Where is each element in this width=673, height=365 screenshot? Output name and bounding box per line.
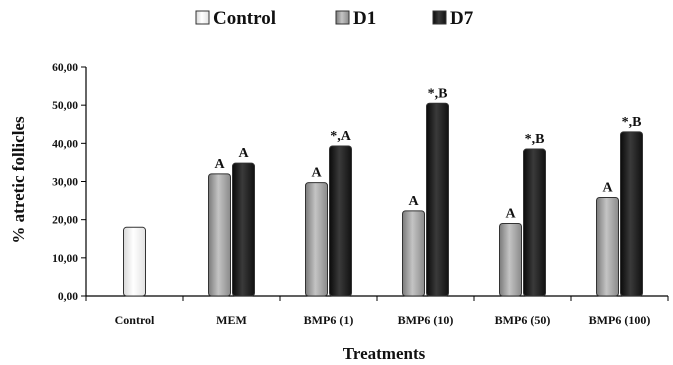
bar-d1 bbox=[402, 210, 425, 297]
x-axis-title: Treatments bbox=[343, 344, 426, 363]
data-label: A bbox=[602, 181, 613, 196]
bar-d7 bbox=[620, 131, 643, 297]
y-tick-label: 50,00 bbox=[52, 100, 78, 112]
legend-label: Control bbox=[213, 8, 276, 29]
x-axis: Control MEM BMP6 (1) BMP6 (10) BMP6 (50) BMP6… bbox=[85, 295, 669, 327]
bar-d7 bbox=[523, 148, 546, 297]
data-label: A bbox=[505, 206, 516, 221]
bar-d7 bbox=[329, 145, 352, 297]
bar-d1 bbox=[596, 197, 619, 297]
legend-label: D1 bbox=[353, 8, 376, 29]
bar-d1 bbox=[499, 222, 522, 297]
y-axis-title: % atretic follicles bbox=[9, 116, 28, 244]
bars: AAA*,AA*,BA*,BA*,B bbox=[123, 86, 643, 297]
legend-item-control: Control bbox=[195, 8, 276, 29]
legend-item-d1: D1 bbox=[335, 8, 376, 29]
legend: Control D1 D7 bbox=[195, 8, 474, 29]
data-label: *,B bbox=[622, 115, 642, 130]
data-label: *,A bbox=[330, 129, 352, 144]
x-tick-label: Control bbox=[115, 313, 155, 327]
legend-label: D7 bbox=[450, 8, 474, 29]
data-label: A bbox=[214, 157, 225, 172]
y-tick-label: 10,00 bbox=[52, 253, 78, 265]
data-label: *,B bbox=[525, 132, 545, 147]
y-tick-label: 0,00 bbox=[58, 291, 78, 303]
y-tick-label: 40,00 bbox=[52, 138, 78, 150]
x-tick-label: BMP6 (50) bbox=[495, 313, 551, 327]
x-tick-label: BMP6 (1) bbox=[304, 313, 354, 327]
x-tick-label: MEM bbox=[216, 313, 247, 327]
legend-swatch bbox=[335, 10, 350, 25]
bar-d1 bbox=[208, 173, 231, 297]
legend-swatch bbox=[432, 10, 447, 25]
y-tick-label: 20,00 bbox=[52, 215, 78, 227]
bar-d7 bbox=[232, 162, 255, 297]
legend-item-d7: D7 bbox=[432, 8, 474, 29]
y-tick-label: 60,00 bbox=[52, 62, 78, 74]
x-tick-label: BMP6 (100) bbox=[589, 313, 651, 327]
x-tick-label: BMP6 (10) bbox=[398, 313, 454, 327]
y-axis: 0,00 10,00 20,00 30,00 40,00 50,00 60,00 bbox=[52, 62, 87, 303]
bar-d1 bbox=[305, 182, 328, 297]
data-label: *,B bbox=[428, 86, 448, 101]
data-label: A bbox=[408, 194, 419, 209]
data-label: A bbox=[238, 146, 249, 161]
y-tick-label: 30,00 bbox=[52, 177, 78, 189]
legend-swatch bbox=[195, 10, 210, 25]
bar-control bbox=[123, 226, 146, 297]
data-label: A bbox=[311, 166, 322, 181]
bar-d7 bbox=[426, 102, 449, 297]
